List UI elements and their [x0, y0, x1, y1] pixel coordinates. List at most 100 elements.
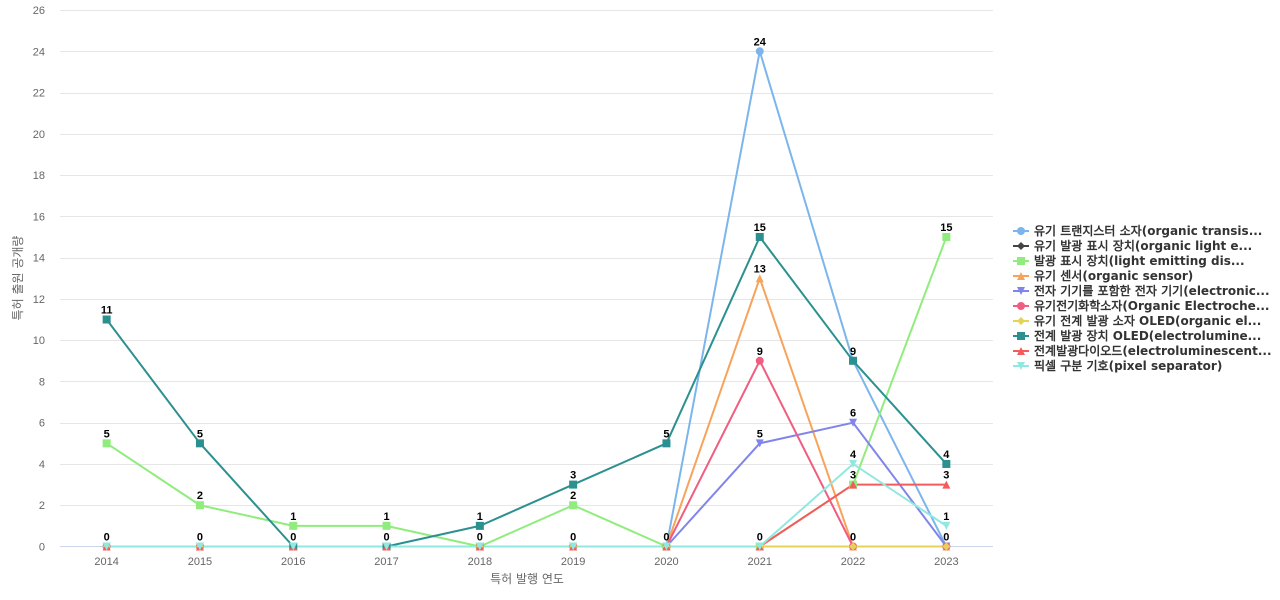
y-tick-label: 18: [33, 170, 45, 182]
x-tick-label: 2021: [748, 556, 772, 568]
gridlines: [60, 10, 993, 506]
data-label: 4: [850, 449, 857, 461]
y-tick-label: 26: [33, 5, 45, 17]
data-label: 1: [943, 511, 949, 523]
data-label: 3: [850, 470, 856, 482]
legend-item: 유기 센서(organic sensor): [1013, 268, 1193, 283]
x-tick-label: 2019: [561, 556, 585, 568]
legend-symbol: [1017, 362, 1025, 370]
data-point: [195, 439, 204, 448]
data-label: 5: [197, 428, 203, 440]
data-label: 13: [754, 263, 766, 275]
series-line: [105, 421, 948, 548]
legend-item: 유기 트랜지스터 소자(organic transis...: [1013, 223, 1262, 238]
data-label: 5: [104, 428, 110, 440]
series-line: [105, 235, 948, 548]
legend-label: 유기 전계 발광 소자 OLED(organic el...: [1034, 313, 1261, 328]
data-label: 2: [197, 490, 203, 502]
data-label: 0: [197, 532, 203, 544]
data-label: 4: [943, 449, 950, 461]
data-label: 0: [570, 532, 576, 544]
data-point: [942, 480, 951, 489]
legend-symbol: [1017, 272, 1025, 280]
legend-label: 발광 표시 장치(light emitting dis...: [1034, 253, 1245, 268]
data-point: [102, 315, 111, 324]
data-point: [475, 542, 484, 551]
data-label: 15: [754, 222, 766, 234]
data-label: 0: [477, 532, 483, 544]
legend-item: 유기 발광 표시 장치(organic light e...: [1013, 238, 1252, 253]
legend-item: 픽셀 구분 기호(pixel separator): [1013, 358, 1222, 373]
series-lines: [105, 50, 948, 548]
series-line: [105, 235, 948, 548]
y-tick-label: 16: [33, 211, 45, 223]
y-tick-label: 24: [33, 46, 45, 58]
x-tick-label: 2020: [654, 556, 678, 568]
x-tick-label: 2016: [281, 556, 305, 568]
data-label: 2: [570, 490, 576, 502]
legend-symbol: [1017, 257, 1025, 265]
legend-symbol: [1017, 317, 1025, 325]
x-tick-label: 2015: [188, 556, 212, 568]
legend-label: 전계 발광 장치 OLED(electrolumine...: [1034, 328, 1261, 343]
y-tick-label: 0: [39, 542, 45, 554]
data-point: [755, 356, 764, 365]
data-point: [195, 501, 204, 510]
data-label: 0: [850, 532, 856, 544]
legend-label: 유기 발광 표시 장치(organic light e...: [1034, 238, 1252, 253]
x-axis-ticks: 2014 2015 2016 2017 2018 2019 2020 2021 2022 2023: [94, 556, 958, 568]
legend-label: 픽셀 구분 기호(pixel separator): [1034, 358, 1222, 373]
y-tick-label: 2: [39, 500, 45, 512]
data-label: 9: [850, 346, 856, 358]
y-axis-title: 특허 출원 공개량: [11, 236, 25, 321]
data-label: 3: [943, 470, 949, 482]
data-label: 5: [757, 428, 763, 440]
data-point: [289, 521, 298, 530]
data-point: [755, 274, 764, 283]
legend-symbol: [1017, 347, 1025, 355]
data-point: [569, 501, 578, 510]
data-point: [755, 47, 764, 56]
data-point: [475, 521, 484, 530]
data-point: [289, 542, 298, 551]
legend-item: 유기전기화학소자(Organic Electroche...: [1013, 298, 1270, 313]
data-label: 11: [101, 305, 113, 317]
data-label: 0: [943, 532, 949, 544]
data-point: [382, 521, 391, 530]
legend-symbol: [1017, 302, 1025, 310]
x-axis-title: 특허 발행 연도: [490, 571, 564, 586]
data-point: [849, 542, 858, 551]
y-tick-label: 12: [33, 294, 45, 306]
data-label: 5: [663, 428, 669, 440]
y-tick-label: 22: [33, 88, 45, 100]
data-label: 1: [477, 511, 483, 523]
data-point: [382, 542, 391, 551]
data-point: [755, 439, 764, 448]
series-line: [105, 50, 948, 548]
y-tick-label: 14: [33, 253, 45, 265]
data-point: [755, 232, 764, 241]
series-markers: [102, 47, 951, 551]
x-tick-label: 2017: [374, 556, 398, 568]
legend-label: 유기 트랜지스터 소자(organic transis...: [1034, 223, 1262, 238]
data-label: 0: [663, 532, 669, 544]
data-point: [102, 542, 111, 551]
legend-symbol: [1017, 242, 1025, 250]
data-point: [662, 439, 671, 448]
data-point: [942, 542, 951, 551]
data-label: 15: [940, 222, 952, 234]
data-point: [942, 459, 951, 468]
data-label: 0: [383, 532, 389, 544]
y-tick-label: 6: [39, 418, 45, 430]
y-tick-label: 8: [39, 376, 45, 388]
series-line: [105, 462, 948, 548]
data-point: [849, 459, 858, 468]
data-label: 1: [383, 511, 389, 523]
data-label: 6: [850, 408, 856, 420]
legend-label: 전자 기기를 포함한 전자 기기(electronic...: [1034, 283, 1270, 298]
data-point: [102, 439, 111, 448]
y-tick-label: 10: [33, 335, 45, 347]
data-label: 1: [290, 511, 296, 523]
